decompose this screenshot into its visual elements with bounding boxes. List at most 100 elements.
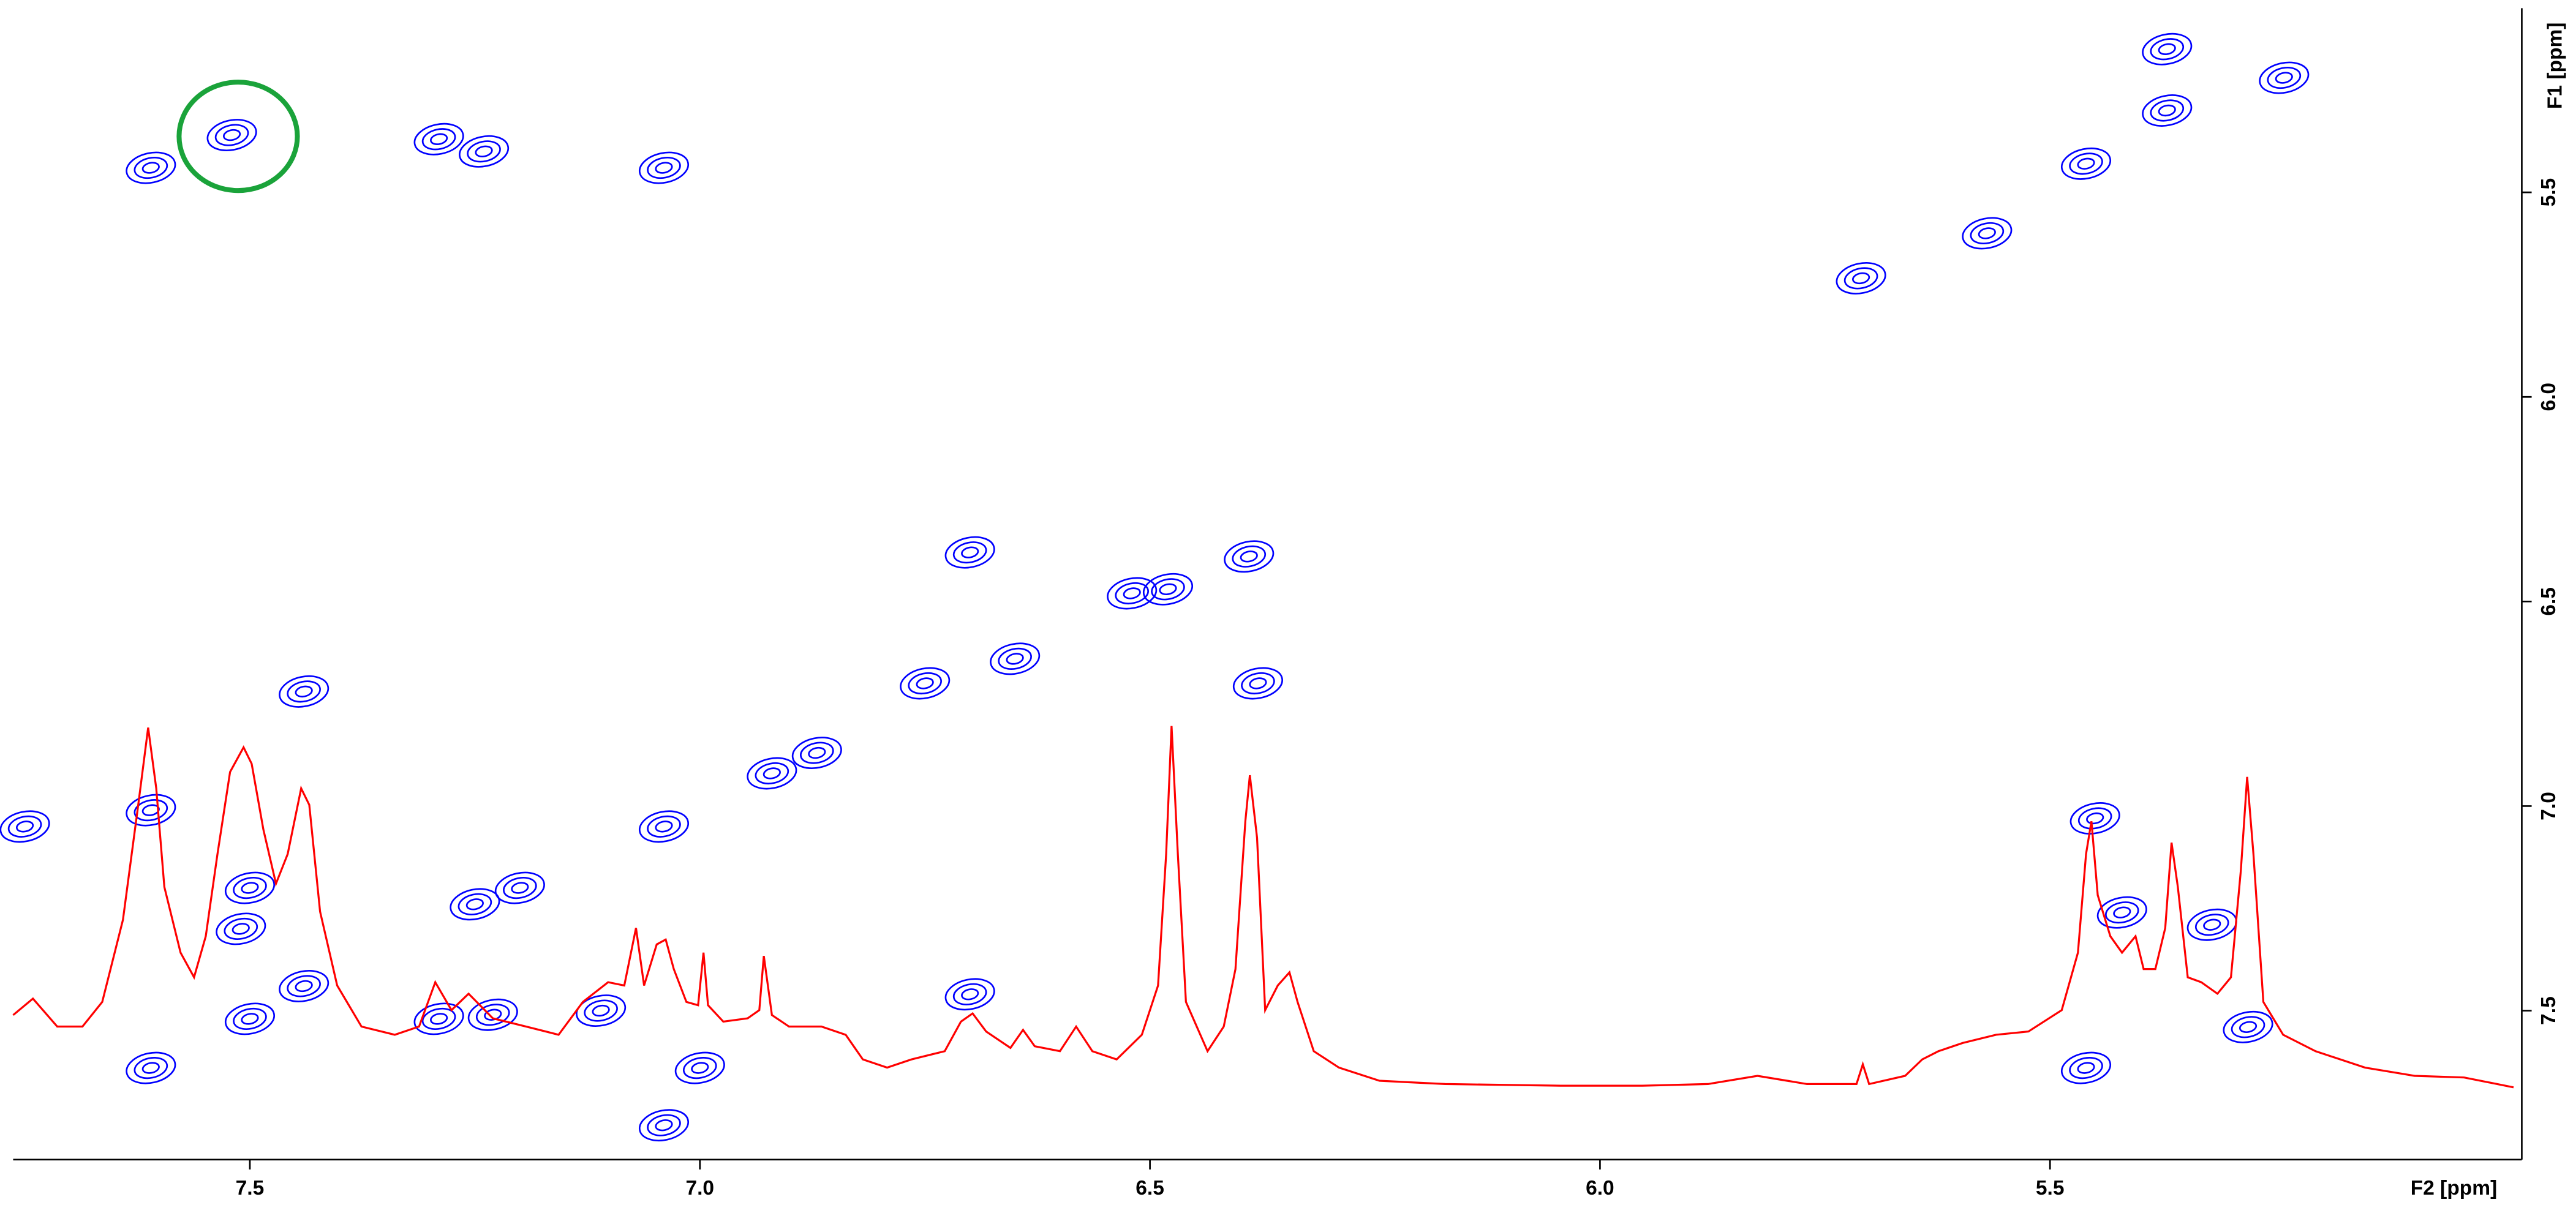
- contour-level: [2077, 1062, 2095, 1074]
- contour-level: [655, 162, 673, 174]
- contour-level: [1232, 545, 1267, 568]
- contour-level: [475, 145, 493, 158]
- contour-level: [1240, 550, 1258, 563]
- y-tick-label: 7.5: [2537, 996, 2560, 1025]
- contour-level: [800, 742, 834, 764]
- contour-level: [241, 1013, 259, 1025]
- contour-level: [1142, 573, 1194, 606]
- contour-level: [2150, 99, 2185, 122]
- contour-level: [503, 877, 537, 899]
- contour-level: [647, 1114, 681, 1136]
- contour-level: [682, 1057, 717, 1080]
- x-tick-label: 5.5: [2036, 1177, 2065, 1200]
- contour-level: [2060, 147, 2112, 180]
- contour-level: [647, 156, 681, 179]
- contour-level: [691, 1062, 709, 1074]
- contour-level: [747, 757, 797, 790]
- contour-level: [2158, 104, 2176, 117]
- contour-level: [224, 871, 275, 904]
- contour-level: [206, 119, 257, 151]
- contour-level: [413, 1002, 464, 1035]
- contour-level: [2069, 1057, 2103, 1080]
- contour-level: [2086, 812, 2104, 825]
- contour-level: [2077, 157, 2095, 170]
- x-tick-label: 7.5: [236, 1177, 265, 1200]
- contour-level: [475, 1004, 510, 1026]
- y-axis-label: F1 [ppm]: [2544, 23, 2567, 110]
- contour-level: [908, 672, 942, 695]
- contour-level: [1962, 217, 2013, 250]
- contour-level: [430, 133, 448, 145]
- contour-level: [2158, 43, 2176, 55]
- contour-level: [1836, 262, 1886, 295]
- contour-level: [295, 980, 313, 993]
- contour-level: [944, 536, 995, 569]
- contour-level: [1006, 653, 1024, 665]
- contour-level: [2150, 38, 2185, 61]
- x-tick-label: 6.5: [1135, 1177, 1164, 1200]
- contour-level: [1107, 577, 1158, 610]
- contour-level: [1123, 587, 1141, 599]
- contour-level: [2077, 807, 2112, 830]
- contour-level: [1852, 272, 1870, 285]
- contour-level: [655, 1119, 673, 1132]
- contour-level: [808, 746, 826, 759]
- contour-level: [763, 767, 781, 779]
- contour-level: [2069, 802, 2120, 835]
- contour-level: [241, 882, 259, 894]
- contour-level: [1241, 672, 1275, 695]
- contour-level: [1159, 583, 1177, 595]
- contour-level: [2142, 94, 2193, 127]
- contour-level: [2231, 1016, 2265, 1038]
- contour-level: [791, 737, 842, 769]
- contour-level: [655, 821, 673, 833]
- contour-level: [755, 762, 789, 785]
- contour-level: [952, 983, 987, 1005]
- contour-level: [2223, 1010, 2273, 1043]
- y-tick-label: 6.0: [2537, 383, 2560, 411]
- contour-level: [2113, 906, 2131, 918]
- contour-level: [2096, 896, 2147, 929]
- contour-level: [216, 912, 266, 945]
- contour-level: [126, 151, 176, 184]
- contour-level: [233, 877, 267, 899]
- contour-level: [214, 124, 249, 146]
- contour-level: [1151, 578, 1185, 601]
- contour-level: [467, 140, 501, 163]
- contour-level: [465, 898, 484, 911]
- contour-level: [467, 998, 518, 1031]
- contour-level: [223, 129, 241, 141]
- y-tick-label: 5.5: [2537, 178, 2560, 207]
- contour-level: [638, 810, 690, 843]
- contour-level: [2259, 61, 2310, 94]
- contour-level: [576, 994, 627, 1027]
- contour-level: [638, 1109, 690, 1142]
- contour-level: [961, 988, 979, 1001]
- contour-level: [1115, 582, 1149, 605]
- contour-level: [295, 685, 313, 698]
- contour-level: [224, 917, 258, 940]
- contour-level: [2142, 32, 2193, 66]
- plot-area: [0, 32, 2514, 1142]
- contour-level: [0, 810, 50, 843]
- contour-level: [2203, 918, 2221, 931]
- contour-level: [134, 156, 168, 179]
- x-axis-label: F2 [ppm]: [2411, 1177, 2498, 1200]
- contour-level: [2275, 72, 2293, 84]
- contour-level: [2239, 1021, 2258, 1033]
- contour-level: [2267, 66, 2302, 89]
- contour-level: [2060, 1051, 2112, 1084]
- contour-level: [421, 128, 456, 151]
- y-tick-label: 7.0: [2537, 792, 2560, 821]
- contour-level: [430, 1013, 448, 1025]
- contour-level: [1232, 667, 1283, 700]
- contour-level: [647, 815, 681, 838]
- contour-level: [126, 794, 176, 827]
- contour-level: [1978, 227, 1996, 239]
- contour-level: [224, 1002, 275, 1035]
- x-tick-label: 7.0: [685, 1177, 714, 1200]
- contour-level: [916, 677, 934, 689]
